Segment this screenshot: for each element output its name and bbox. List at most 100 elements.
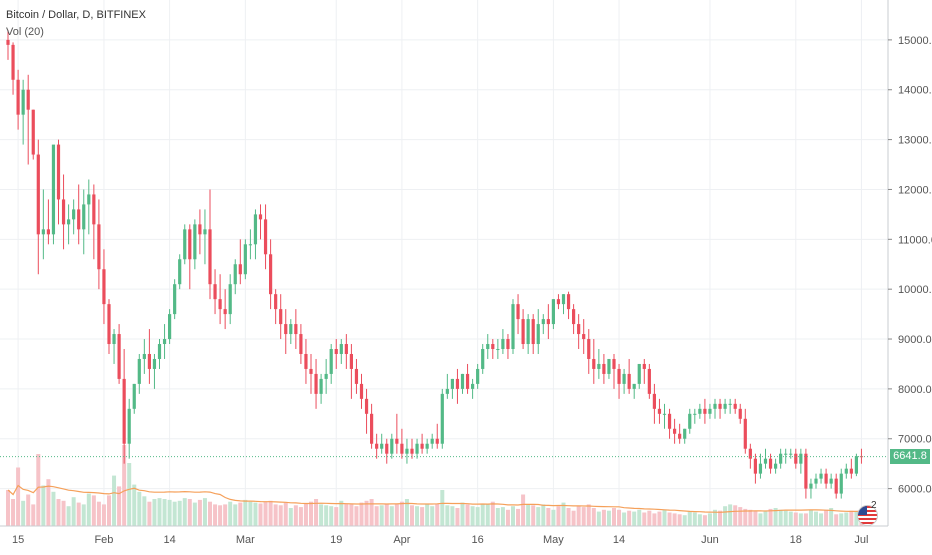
candle-49	[253, 209, 258, 260]
volume-bar-146	[743, 508, 748, 526]
candle-96	[491, 339, 495, 359]
volume-bar-130	[662, 509, 667, 526]
symbol-title: Bitcoin / Dollar, D, BITFINEX	[6, 9, 146, 21]
candle-73	[375, 433, 379, 459]
volume-bar-134	[682, 515, 687, 526]
volume-bar-87	[445, 505, 450, 526]
y-tick-label-8: 14000.0	[898, 85, 932, 97]
volume-bar-7	[41, 485, 46, 526]
candle-25	[132, 383, 136, 414]
candle-126	[642, 358, 646, 384]
candle-62	[319, 373, 323, 404]
volume-bar-70	[359, 502, 364, 526]
candle-78	[400, 428, 404, 459]
volume-bar-149	[758, 513, 763, 526]
volume-bar-71	[364, 500, 369, 526]
volume-bar-76	[389, 506, 394, 526]
candle-82	[420, 433, 424, 454]
volume-bar-109	[556, 506, 561, 526]
candle-89	[455, 368, 460, 404]
candle-163	[829, 473, 833, 489]
candle-45	[233, 259, 237, 295]
candle-132	[673, 418, 677, 444]
volume-bar-97	[495, 508, 500, 526]
volume-bar-147	[748, 509, 753, 526]
volume-bar-0	[6, 490, 10, 526]
volume-bar-34	[177, 500, 182, 526]
x-tick-label-11: Jul	[854, 534, 868, 546]
volume-bar-15	[81, 504, 86, 526]
candle-90	[460, 373, 465, 394]
events-badge[interactable]: 2	[856, 500, 888, 528]
candle-12	[67, 204, 71, 245]
candle-55	[284, 309, 288, 354]
candle-67	[344, 334, 348, 369]
candle-6	[36, 139, 40, 275]
volume-bar-81	[415, 506, 420, 526]
volume-bar-27	[142, 496, 147, 526]
volume-bar-102	[521, 494, 526, 526]
candle-35	[183, 224, 187, 265]
volume-bar-57	[293, 505, 298, 526]
x-tick-label-3: Mar	[236, 534, 255, 546]
volume-bar-41	[213, 504, 218, 526]
candle-152	[774, 458, 778, 474]
volume-bar-16	[86, 493, 91, 526]
candle-28	[147, 329, 151, 384]
volume-bar-113	[576, 506, 581, 526]
candle-22	[117, 324, 121, 384]
volume-bar-122	[622, 512, 627, 526]
volume-bar-98	[500, 507, 505, 526]
candle-60	[309, 353, 313, 394]
volume-bar-6	[36, 454, 41, 526]
candle-107	[546, 304, 550, 340]
volume-bar-77	[394, 504, 399, 526]
candle-4	[26, 74, 30, 165]
candle-143	[728, 398, 732, 414]
candle-31	[162, 324, 167, 359]
candle-134	[683, 428, 687, 444]
volume-bar-38	[197, 499, 202, 526]
candle-144	[733, 398, 737, 414]
x-tick-label-2: 14	[163, 534, 175, 546]
volume-bar-166	[844, 512, 849, 526]
candle-53	[274, 289, 278, 325]
volume-bar-111	[566, 508, 571, 526]
volume-bar-26	[137, 491, 142, 526]
volume-bar-128	[652, 513, 657, 526]
volume-bar-137	[697, 514, 702, 526]
volume-bar-108	[551, 509, 556, 526]
candle-115	[587, 329, 591, 374]
volume-bar-161	[819, 513, 824, 526]
candle-79	[405, 438, 409, 464]
volume-bar-142	[723, 506, 728, 526]
volume-bar-18	[96, 501, 101, 526]
candle-125	[637, 363, 641, 389]
candles	[6, 29, 864, 499]
x-tick-label-4: 19	[330, 534, 342, 546]
candle-150	[763, 448, 768, 469]
candle-95	[486, 334, 490, 359]
volume-bar-46	[238, 502, 243, 526]
candle-164	[834, 473, 838, 499]
candle-94	[481, 344, 485, 374]
candle-160	[814, 473, 818, 489]
candle-110	[561, 294, 566, 315]
volume-bar-121	[617, 509, 622, 526]
volume-bar-167	[849, 510, 854, 526]
candle-43	[223, 289, 227, 330]
candle-36	[188, 224, 192, 290]
candle-47	[243, 239, 247, 280]
volume-bar-150	[763, 511, 768, 526]
candle-18	[97, 199, 101, 290]
candle-167	[849, 458, 853, 479]
candle-135	[688, 408, 692, 434]
candle-123	[627, 358, 631, 394]
candle-11	[61, 174, 66, 250]
volume-bar-37	[192, 502, 197, 526]
volume-bar-75	[384, 503, 389, 526]
candle-87	[445, 373, 449, 399]
volume-bar-120	[612, 508, 616, 526]
